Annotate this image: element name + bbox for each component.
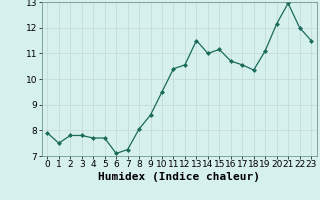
X-axis label: Humidex (Indice chaleur): Humidex (Indice chaleur) (98, 172, 260, 182)
